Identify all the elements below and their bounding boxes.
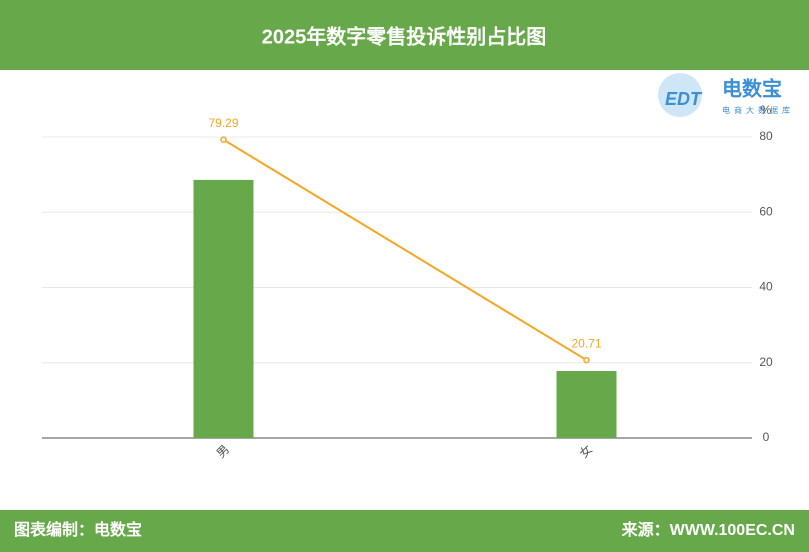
logo-mark: EDT xyxy=(665,89,703,109)
point xyxy=(583,356,590,364)
logo-name: 电数宝 xyxy=(722,76,782,100)
logo-cloud xyxy=(658,73,702,117)
bar xyxy=(556,371,617,438)
y-unit: % xyxy=(761,103,772,117)
value-label: 79.29 xyxy=(208,116,238,130)
y-tick-label: 80 xyxy=(759,129,773,143)
logo-tagline: 电商大数据库 xyxy=(722,105,794,115)
y-tick-label: 40 xyxy=(759,280,773,294)
y-tick-label: 20 xyxy=(759,355,773,369)
y-tick-label: 60 xyxy=(759,204,773,218)
footer-bar xyxy=(0,510,809,552)
y-tick-label: 0 xyxy=(763,430,770,444)
point xyxy=(220,136,227,143)
footer-source: 来源：WWW.100EC.CN xyxy=(621,520,795,539)
bar xyxy=(193,179,254,438)
line xyxy=(222,138,588,361)
header-bar xyxy=(0,0,809,70)
chart-title: 2025年数字零售投诉性别占比图 xyxy=(262,24,547,48)
value-label: 20.71 xyxy=(571,336,601,350)
footer-credit: 图表编制：电数宝 xyxy=(14,520,142,539)
